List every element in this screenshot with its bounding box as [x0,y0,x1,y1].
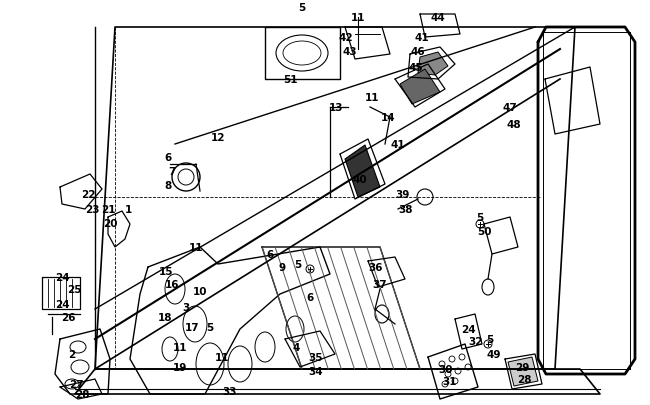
Text: 11: 11 [365,93,379,103]
Text: 5: 5 [298,3,306,13]
Text: 7: 7 [168,166,176,177]
Text: 11: 11 [214,352,229,362]
Text: 35: 35 [309,352,323,362]
Text: 28: 28 [517,374,531,384]
Text: 24: 24 [55,299,70,309]
Text: 27: 27 [69,379,83,389]
Text: 5: 5 [476,213,484,222]
Text: 45: 45 [409,63,423,73]
Text: 9: 9 [278,262,285,272]
Text: 46: 46 [411,47,425,57]
Text: 6: 6 [306,292,313,302]
Text: 30: 30 [439,364,453,374]
Text: 26: 26 [60,312,75,322]
Text: 2: 2 [68,349,75,359]
Text: 40: 40 [353,175,367,185]
Text: 14: 14 [381,113,395,123]
Text: 51: 51 [283,75,297,85]
Text: 6: 6 [164,153,172,162]
Polygon shape [345,146,380,198]
Text: 17: 17 [185,322,200,332]
Text: 19: 19 [173,362,187,372]
Text: 43: 43 [343,47,358,57]
Text: 25: 25 [67,284,81,294]
Text: 44: 44 [430,13,445,23]
Text: 5: 5 [486,334,493,344]
Text: 42: 42 [339,33,354,43]
Text: 48: 48 [507,120,521,130]
Text: 3: 3 [183,302,190,312]
Text: 29: 29 [515,362,529,372]
Text: 4: 4 [292,342,300,352]
Text: 47: 47 [502,103,517,113]
Text: 6: 6 [266,249,274,259]
Text: 49: 49 [487,349,501,359]
Text: 5: 5 [207,322,214,332]
Text: 24: 24 [55,272,70,282]
Text: 36: 36 [369,262,383,272]
Text: 10: 10 [193,286,207,296]
Text: 41: 41 [415,33,429,43]
Text: 28: 28 [75,389,89,399]
Text: 34: 34 [309,366,323,376]
Text: 41: 41 [391,140,406,149]
Text: 31: 31 [443,376,457,386]
Text: 11: 11 [188,243,203,252]
Text: 33: 33 [223,386,237,396]
Text: 21: 21 [101,205,115,215]
Text: 37: 37 [372,279,387,289]
Text: 50: 50 [476,226,491,237]
Text: 8: 8 [164,181,172,190]
Text: 1: 1 [124,205,131,215]
Text: 16: 16 [164,279,179,289]
Polygon shape [508,357,538,386]
Text: 38: 38 [398,205,413,215]
Polygon shape [400,70,440,105]
Text: 12: 12 [211,133,226,143]
Text: 11: 11 [173,342,187,352]
Text: 18: 18 [158,312,172,322]
Text: 5: 5 [294,259,302,269]
Text: 11: 11 [351,13,365,23]
Text: 23: 23 [84,205,99,215]
Text: 39: 39 [395,190,410,200]
Text: 15: 15 [159,266,174,276]
Polygon shape [418,53,448,76]
Text: 24: 24 [461,324,475,334]
Text: 22: 22 [81,190,96,200]
Text: 13: 13 [329,103,343,113]
Text: 32: 32 [469,336,483,346]
Text: 20: 20 [103,218,117,228]
